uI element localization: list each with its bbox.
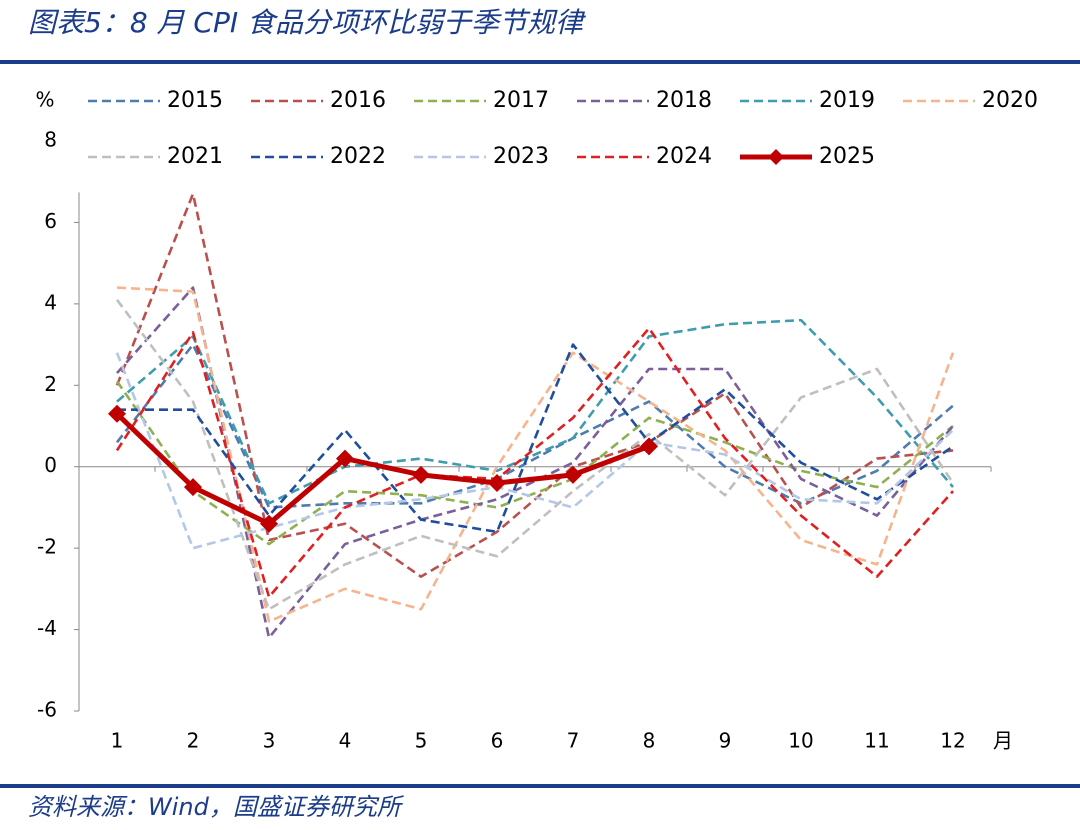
x-tick-label: 9 xyxy=(719,729,732,753)
y-tick-label: 4 xyxy=(44,290,57,314)
x-tick-label: 12 xyxy=(940,729,965,753)
series-line xyxy=(115,192,954,578)
x-tick-label: 5 xyxy=(415,729,428,753)
series-line xyxy=(115,411,650,527)
legend-label: 2020 xyxy=(982,88,1038,113)
point-marker xyxy=(108,404,126,423)
legend-label: 2015 xyxy=(167,88,223,113)
x-tick-label: 1 xyxy=(111,729,124,753)
title-rule xyxy=(0,60,1080,64)
x-tick-label: 7 xyxy=(567,729,580,753)
series-line xyxy=(115,326,954,599)
legend-label: 2016 xyxy=(330,88,386,113)
series-line xyxy=(116,286,955,623)
legend-label: 2025 xyxy=(819,144,875,169)
series-line xyxy=(116,286,954,640)
point-marker xyxy=(564,465,582,484)
legend-label: 2018 xyxy=(656,88,712,113)
series-line xyxy=(116,318,954,505)
series-line xyxy=(115,343,954,509)
y-tick-label: 6 xyxy=(44,209,57,233)
y-tick-label: 2 xyxy=(44,372,57,396)
legend-marker xyxy=(768,149,784,165)
point-marker xyxy=(412,465,430,484)
x-tick-label: 8 xyxy=(643,729,656,753)
legend-label: 2024 xyxy=(656,144,712,169)
legend-label: 2017 xyxy=(493,88,549,113)
series-line xyxy=(115,299,955,611)
point-marker xyxy=(640,437,658,456)
x-tick-label: 3 xyxy=(263,729,276,753)
y-tick-label: -6 xyxy=(37,698,57,722)
y-tick-label: -4 xyxy=(37,616,57,640)
y-tick-label: 8 xyxy=(44,128,57,152)
source-rule xyxy=(0,784,1080,788)
y-tick-label: 0 xyxy=(44,453,57,477)
series-line xyxy=(117,343,954,534)
chart-title: 图表5：8 月 CPI 食品分项环比弱于季节规律 xyxy=(28,6,586,39)
point-marker xyxy=(336,449,354,468)
x-axis-label: 月 xyxy=(993,729,1013,753)
x-tick-label: 6 xyxy=(491,729,504,753)
legend-label: 2021 xyxy=(167,144,223,169)
x-tick-label: 11 xyxy=(864,729,889,753)
legend-label: 2019 xyxy=(819,88,875,113)
x-tick-label: 4 xyxy=(339,729,352,753)
source: 资料来源：Wind，国盛证券研究所 xyxy=(28,793,405,821)
y-tick-label: -2 xyxy=(37,535,57,559)
x-tick-label: 10 xyxy=(788,729,813,753)
x-tick-label: 2 xyxy=(187,729,200,753)
point-marker xyxy=(488,474,506,492)
point-marker xyxy=(260,514,278,533)
legend-label: 2022 xyxy=(330,144,386,169)
series-line xyxy=(115,380,954,546)
legend-label: 2023 xyxy=(493,144,549,169)
y-axis-label: % xyxy=(35,88,54,112)
point-marker xyxy=(184,478,202,497)
